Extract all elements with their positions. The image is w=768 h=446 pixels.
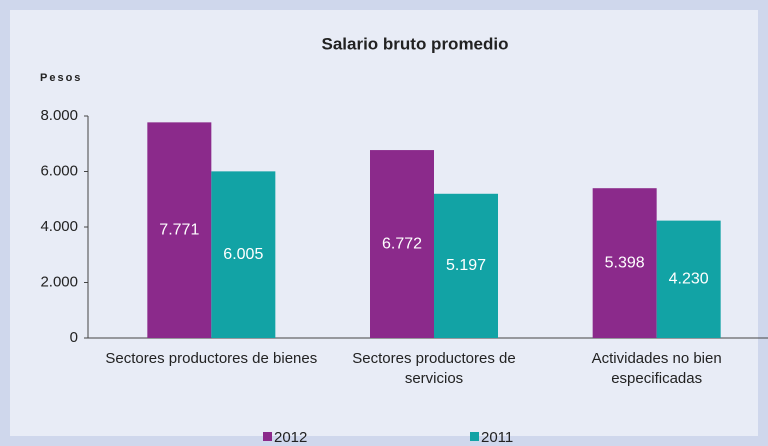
y-tick-label: 2.000 (40, 273, 78, 290)
bar (147, 122, 212, 338)
bar (656, 220, 721, 338)
data-label: 4.230 (669, 271, 709, 288)
legend-swatch (470, 432, 479, 441)
data-label: 6.772 (382, 235, 422, 252)
legend-swatch (263, 432, 272, 441)
data-label: 5.197 (446, 257, 486, 274)
y-tick-label: 8.000 (40, 107, 78, 124)
bar (211, 171, 276, 338)
legend-label: 2011 (481, 429, 513, 446)
y-tick-label: 6.000 (40, 162, 78, 179)
x-tick-label: Sectores productores de servicios (352, 350, 516, 387)
x-tick-label: Sectores productores de bienes (105, 350, 318, 367)
data-label: 7.771 (159, 221, 199, 238)
y-axis-label: Pesos (40, 72, 82, 84)
bar (592, 188, 657, 338)
bar (370, 150, 434, 338)
y-tick-label: 0 (70, 329, 78, 346)
data-label: 6.005 (223, 246, 263, 263)
x-tick-label: Actividades no bien especificadas (591, 350, 722, 387)
legend-label: 2012 (274, 429, 307, 446)
chart-title: Salario bruto promedio (321, 34, 508, 53)
data-label: 5.398 (605, 254, 645, 271)
y-tick-label: 4.000 (40, 218, 78, 235)
bar (434, 193, 498, 338)
